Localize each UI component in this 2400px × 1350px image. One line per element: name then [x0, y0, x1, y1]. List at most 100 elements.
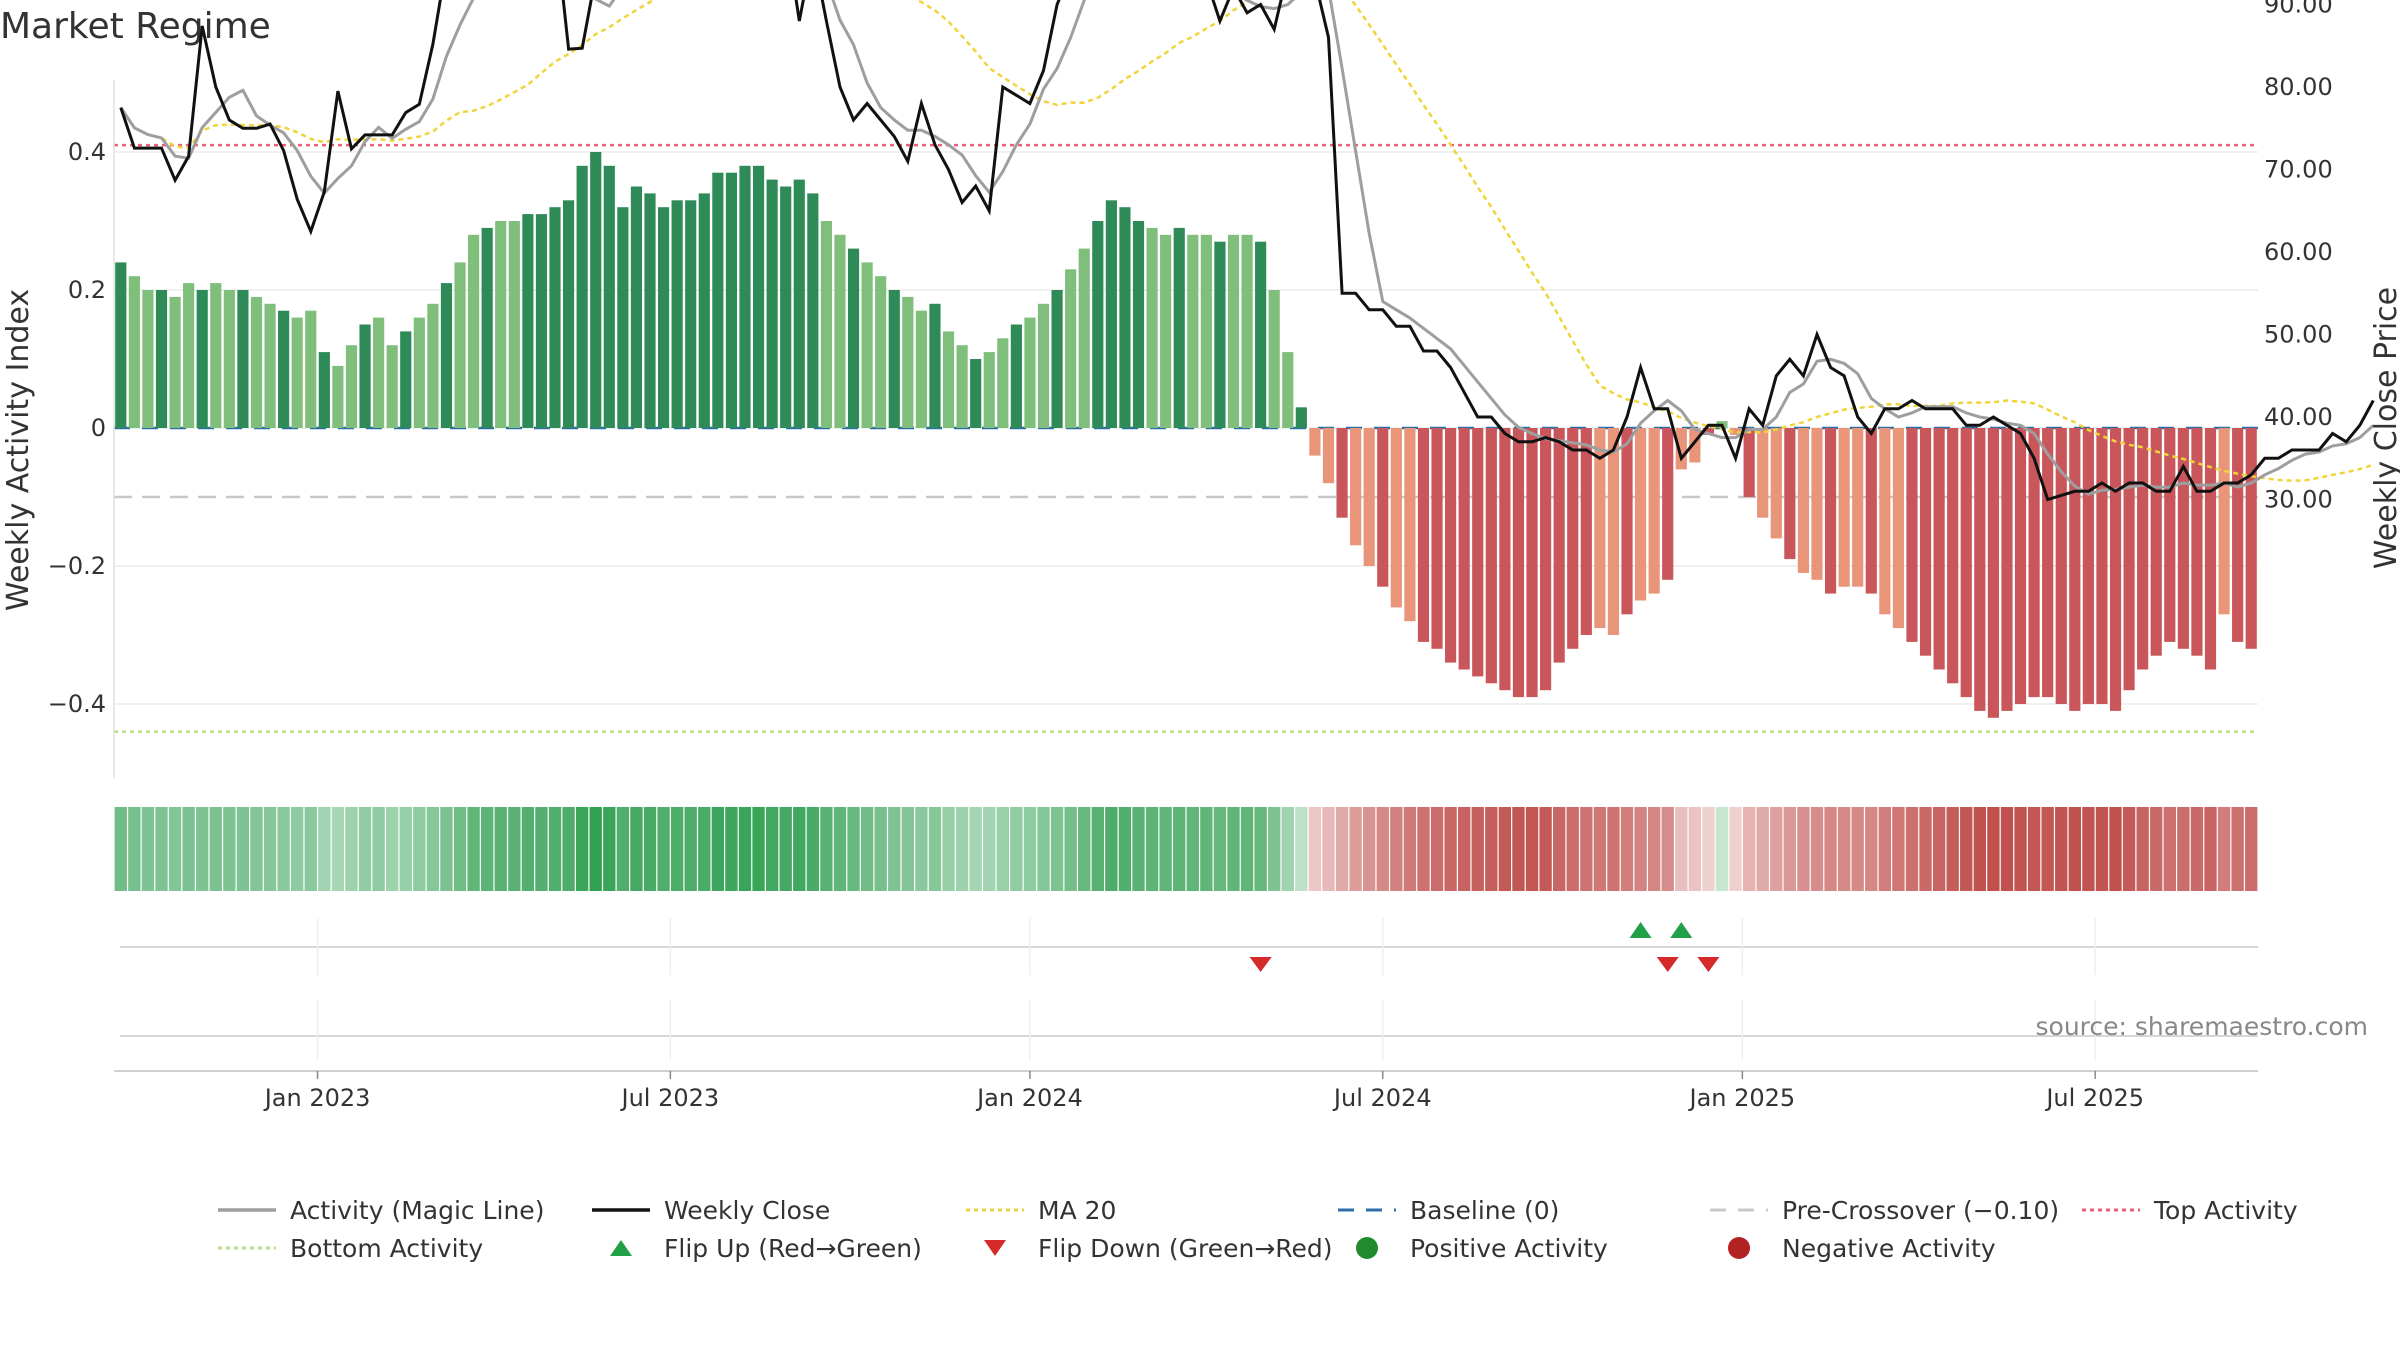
activity-bar: [902, 296, 914, 428]
regime-cell: [1770, 807, 1783, 891]
regime-cell: [291, 807, 304, 891]
regime-cell: [1145, 807, 1159, 891]
activity-bar: [2109, 428, 2122, 711]
regime-cell: [1213, 807, 1227, 891]
regime-cell: [1756, 807, 1769, 891]
regime-cell: [955, 807, 969, 891]
activity-bar: [2055, 428, 2067, 704]
activity-bar: [427, 303, 439, 428]
legend-item: Bottom Activity: [218, 1234, 483, 1263]
regime-cell: [426, 807, 440, 891]
regime-cell: [1973, 807, 1987, 891]
ma20-line: [119, 0, 2374, 482]
regime-cell: [698, 807, 711, 891]
regime-cell: [1254, 807, 1267, 891]
regime-cell: [725, 807, 738, 891]
regime-cell: [1946, 807, 1959, 891]
regime-cell: [1810, 807, 1824, 891]
source-note: source: sharemaestro.com: [2036, 1012, 2369, 1041]
regime-cell: [548, 807, 562, 891]
regime-cell: [1620, 807, 1634, 891]
activity-bar: [671, 200, 683, 428]
activity-bar: [1770, 428, 1782, 539]
activity-bar: [1336, 428, 1348, 518]
activity-bar: [1051, 290, 1063, 428]
time-tick-label: Jul 2025: [2044, 1084, 2144, 1112]
regime-cell: [1363, 807, 1376, 891]
legend-swatch: [1728, 1237, 1750, 1259]
legend-item: Negative Activity: [1728, 1234, 1996, 1263]
activity-bar: [1295, 407, 1307, 428]
regime-cell: [1566, 807, 1579, 891]
regime-cell: [2109, 807, 2122, 891]
activity-bar: [603, 165, 615, 429]
activity-bar: [1811, 428, 1823, 580]
activity-bar: [1526, 428, 1538, 698]
axes: −0.4 −0.2 0 0.2 0.4 30.00 40.00 50.00 60.00 70.00…: [48, 0, 2333, 778]
activity-bar: [1933, 428, 1945, 670]
activity-bar: [250, 296, 263, 428]
activity-bar: [1757, 428, 1769, 518]
regime-cell: [128, 807, 141, 891]
activity-bar: [1607, 428, 1620, 635]
regime-cell: [1050, 807, 1064, 891]
activity-bar: [278, 310, 290, 428]
activity-bar: [2204, 428, 2217, 670]
flip-down-marker: [1697, 957, 1720, 972]
y2-tick-label: 50.00: [2264, 321, 2333, 349]
regime-cell: [1525, 807, 1539, 891]
regime-cell: [2082, 807, 2095, 891]
activity-bar: [1960, 428, 1972, 698]
activity-bar: [1092, 221, 1104, 428]
activity-bar: [1350, 428, 1362, 546]
legend-label: Baseline (0): [1410, 1196, 1559, 1225]
regime-cell: [1675, 807, 1688, 891]
regime-cell: [874, 807, 887, 891]
regime-cell: [643, 807, 657, 891]
activity-bar: [1146, 227, 1158, 428]
activity-bar: [1363, 428, 1375, 566]
activity-bar: [1634, 428, 1647, 601]
regime-cell: [1105, 807, 1118, 891]
regime-cell: [833, 807, 847, 891]
regime-cell: [847, 807, 860, 891]
regime-cell: [209, 807, 222, 891]
regime-cell: [670, 807, 684, 891]
regime-cell: [888, 807, 901, 891]
activity-bar: [1010, 324, 1022, 428]
regime-cell: [1240, 807, 1254, 891]
y2-tick-label: 30.00: [2264, 486, 2333, 514]
regime-cell: [1037, 807, 1050, 891]
regime-cell: [521, 807, 535, 891]
time-tick-label: Jan 2024: [975, 1084, 1083, 1112]
regime-cell: [915, 807, 928, 891]
activity-bar: [698, 193, 710, 428]
regime-cell: [494, 807, 507, 891]
regime-cell: [1200, 807, 1213, 891]
regime-cell: [2041, 807, 2054, 891]
activity-bar: [1540, 428, 1552, 691]
activity-bar: [332, 365, 344, 428]
activity-bar: [373, 317, 385, 428]
regime-cell: [413, 807, 426, 891]
regime-cell: [2055, 807, 2068, 891]
activity-bar: [875, 276, 887, 428]
activity-bar: [1417, 428, 1430, 642]
regime-cell: [1498, 807, 1512, 891]
activity-bar: [1906, 428, 1918, 642]
flip-down-marker: [1249, 957, 1272, 972]
activity-bar: [1160, 234, 1172, 428]
regime-cell: [1173, 807, 1186, 891]
legend-item: Activity (Magic Line): [218, 1196, 544, 1225]
regime-cell: [236, 807, 250, 891]
regime-cell: [467, 807, 480, 891]
activity-bar: [630, 186, 643, 428]
activity-bar: [535, 214, 548, 428]
regime-cell: [1471, 807, 1484, 891]
regime-cell: [711, 807, 725, 891]
regime-cell: [2150, 807, 2163, 891]
activity-bar: [318, 352, 330, 428]
regime-cell: [440, 807, 453, 891]
legend-swatch: [610, 1240, 632, 1256]
activity-bar: [115, 262, 127, 428]
